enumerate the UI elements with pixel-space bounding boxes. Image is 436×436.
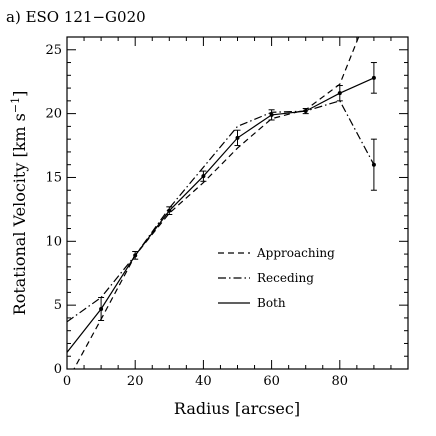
y-tick-label: 25: [45, 43, 62, 58]
series-line-both: [67, 77, 375, 353]
data-marker: [99, 306, 104, 311]
x-axis-label: Radius [arcsec]: [174, 399, 300, 418]
data-marker: [269, 112, 274, 117]
data-point: [132, 251, 139, 260]
x-tick-label: 40: [195, 374, 212, 389]
y-tick-label: 5: [54, 298, 62, 313]
data-point: [268, 109, 275, 121]
plot-frame: [66, 36, 409, 370]
data-marker: [337, 91, 342, 96]
data-point: [234, 129, 241, 147]
data-point-extra: [370, 138, 377, 191]
data-marker: [371, 162, 376, 167]
x-tick-label: 0: [63, 374, 71, 389]
data-point: [302, 108, 309, 115]
data-point: [336, 85, 343, 102]
data-marker: [133, 253, 138, 258]
x-tick-label: 60: [263, 374, 280, 389]
data-marker: [167, 208, 172, 213]
data-marker: [371, 75, 376, 80]
data-marker: [235, 135, 240, 140]
legend-label-approaching: Approaching: [256, 246, 335, 260]
data-point: [370, 62, 377, 94]
data-point: [200, 170, 207, 182]
series-line-receding: [67, 100, 375, 323]
y-tick-label: 0: [54, 362, 62, 377]
y-tick-label: 15: [45, 170, 62, 185]
data-point: [98, 296, 105, 321]
axes: 0 20 40 60 80 0 5 10 15 20 25: [45, 36, 409, 389]
data-marker: [201, 174, 206, 179]
x-tick-label: 80: [332, 374, 349, 389]
legend: Approaching Receding Both: [218, 246, 335, 310]
y-axis-label: Rotational Velocity [km s−1]: [9, 91, 29, 316]
y-tick-label: 20: [45, 107, 62, 122]
data-marker: [303, 109, 308, 114]
chart-title: a) ESO 121−G020: [6, 8, 146, 26]
x-tick-label: 20: [127, 374, 144, 389]
series-line-approaching: [73, 37, 360, 369]
data-point: [166, 206, 173, 215]
y-tick-label: 10: [45, 234, 62, 249]
plot-area: [67, 37, 377, 369]
legend-label-receding: Receding: [257, 271, 314, 285]
legend-label-both: Both: [257, 296, 286, 310]
